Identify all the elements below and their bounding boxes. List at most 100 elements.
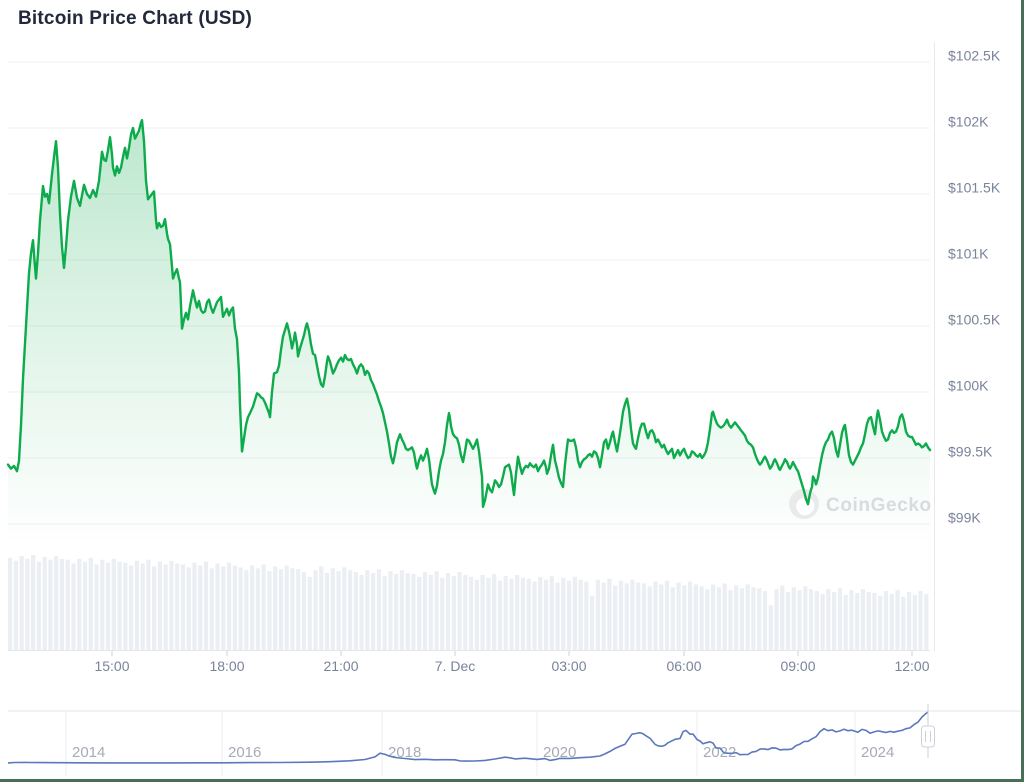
- volume-bar: [117, 561, 122, 650]
- y-axis-label: $101.5K: [948, 180, 1001, 196]
- volume-bar: [624, 583, 629, 650]
- volume-bar: [186, 567, 191, 650]
- volume-bar: [428, 574, 433, 650]
- volume-bar: [405, 573, 410, 650]
- volume-bar: [653, 581, 658, 650]
- y-axis-label: $102K: [948, 114, 989, 130]
- volume-bar: [474, 579, 479, 650]
- volume-bar: [860, 589, 866, 650]
- volume-bar: [492, 574, 497, 650]
- x-axis-label: 06:00: [666, 658, 701, 674]
- volume-bar: [319, 566, 324, 650]
- volume-bar: [641, 583, 647, 650]
- volume-bar: [785, 592, 791, 650]
- volume-bar: [434, 571, 439, 650]
- volume-bar: [330, 568, 335, 650]
- volume-bar: [872, 593, 877, 650]
- volume-bar: [440, 577, 445, 650]
- navigator-year-label: 2020: [543, 744, 576, 761]
- volume-bar: [105, 562, 111, 650]
- volume-bar: [94, 564, 99, 650]
- volume-bar: [342, 567, 347, 650]
- volume-bar: [152, 566, 157, 650]
- volume-bar: [261, 564, 266, 650]
- watermark: CoinGecko: [789, 489, 932, 519]
- volume-bar: [111, 558, 116, 650]
- volume-bar: [664, 580, 670, 650]
- volume-bar: [578, 579, 583, 650]
- volume-bar: [284, 565, 289, 650]
- volume-bar: [313, 570, 318, 650]
- volume-bar: [359, 574, 364, 650]
- y-axis-label: $101K: [948, 246, 989, 262]
- volume-bar: [250, 565, 255, 650]
- volume-bar: [238, 567, 243, 650]
- volume-bar: [566, 580, 572, 650]
- volume-bar: [301, 572, 307, 650]
- volume-bar: [526, 578, 531, 650]
- navigator-year-label: 2014: [72, 744, 105, 761]
- volume-bar: [866, 592, 871, 650]
- price-line: [6, 118, 932, 508]
- volume-bar: [296, 569, 301, 650]
- volume-bar: [192, 562, 197, 650]
- volume-bar: [451, 575, 456, 650]
- volume-bar: [705, 589, 710, 650]
- volume-bar: [290, 568, 295, 650]
- volume-bar: [209, 568, 214, 650]
- volume-bar: [221, 566, 226, 650]
- volume-bar: [762, 591, 768, 650]
- watermark-text: CoinGecko: [826, 495, 932, 516]
- x-axis-label: 09:00: [780, 658, 815, 674]
- volume-bar: [722, 583, 727, 650]
- volume-bar: [826, 589, 831, 650]
- volume-bar: [71, 563, 76, 650]
- volume-bar: [336, 571, 341, 650]
- volume-bar: [163, 564, 168, 650]
- volume-bar: [687, 581, 693, 650]
- volume-bar: [739, 588, 745, 650]
- navigator-year-label: 2022: [703, 744, 736, 761]
- volume-bar: [734, 585, 739, 650]
- volume-bar: [711, 584, 716, 650]
- volume-bar: [808, 589, 814, 650]
- volume-bar: [538, 576, 543, 650]
- volume-bar: [849, 590, 854, 650]
- volume-bar: [751, 587, 756, 650]
- volume-bar: [780, 585, 785, 650]
- volume-bar: [883, 591, 889, 650]
- volume-bar: [572, 576, 577, 650]
- volume-bar: [906, 592, 912, 650]
- volume-bar: [549, 575, 554, 650]
- navigator-handle[interactable]: [921, 725, 935, 748]
- volume-bar: [445, 573, 451, 650]
- volume-bar: [123, 562, 128, 650]
- volume-bar: [878, 595, 883, 650]
- volume-bar: [520, 577, 526, 650]
- y-axis-label: $99.5K: [948, 444, 993, 460]
- volume-bar: [820, 593, 825, 650]
- volume-bar: [422, 572, 428, 650]
- volume-bar: [469, 576, 474, 650]
- x-axis-label: 7. Dec: [435, 658, 475, 674]
- page-title: Bitcoin Price Chart (USD): [18, 8, 253, 29]
- volume-bar: [48, 559, 53, 650]
- volume-bar: [77, 558, 82, 650]
- volume-bar: [889, 593, 894, 650]
- volume-bar: [532, 581, 537, 650]
- volume-bar: [832, 592, 837, 650]
- volume-bar: [895, 590, 900, 650]
- volume-bar: [509, 578, 514, 650]
- volume-bar: [146, 559, 151, 650]
- volume-bar: [411, 574, 416, 650]
- volume-bar: [676, 582, 681, 650]
- navigator-year-label: 2024: [861, 744, 894, 761]
- volume-bar: [797, 590, 802, 650]
- price-area-fill: [8, 120, 930, 552]
- volume-bar: [371, 573, 376, 650]
- volume-bar: [901, 596, 906, 650]
- volume-bar: [25, 558, 30, 650]
- volume-bar: [837, 588, 842, 650]
